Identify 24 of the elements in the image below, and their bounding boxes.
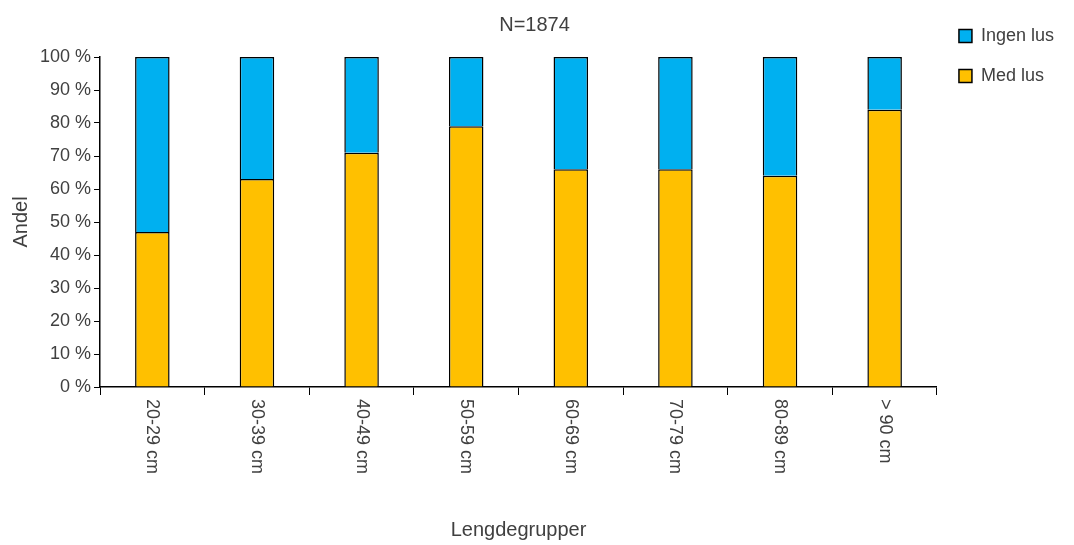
y-tick-label: 40 % <box>50 243 92 264</box>
y-tick-label: 20 % <box>50 309 92 330</box>
y-tick-label: 0 % <box>60 375 92 396</box>
x-tick-label: > 90 cm <box>875 399 896 464</box>
x-tick-label: 60-69 cm <box>561 399 582 475</box>
x-tick-label: 50-59 cm <box>457 399 478 475</box>
x-tick-label: 70-79 cm <box>666 399 687 475</box>
x-tick-label: 80-89 cm <box>771 399 792 475</box>
chart-title: N=1874 <box>499 12 570 35</box>
legend-label: Ingen lus <box>980 24 1055 45</box>
y-tick-label: 70 % <box>50 144 92 165</box>
y-tick-label: 100 % <box>39 45 92 66</box>
y-axis-title: Andel <box>8 196 31 248</box>
y-tick-label: 80 % <box>50 111 92 132</box>
legend-label: Med lus <box>980 64 1044 85</box>
y-tick-label: 10 % <box>50 342 92 363</box>
y-tick-label: 30 % <box>50 276 92 297</box>
x-axis-title: Lengdegrupper <box>450 517 587 540</box>
y-tick-label: 90 % <box>50 78 92 99</box>
x-tick-label: 40-49 cm <box>352 399 373 475</box>
y-tick-label: 60 % <box>50 177 92 198</box>
x-tick-label: 20-29 cm <box>143 399 164 475</box>
y-tick-label: 50 % <box>50 210 92 231</box>
x-tick-label: 30-39 cm <box>247 399 268 475</box>
